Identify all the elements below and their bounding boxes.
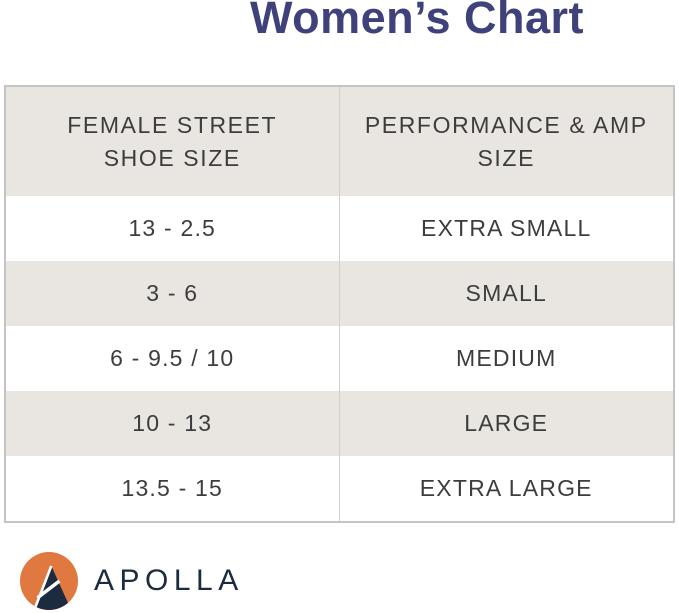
brand-name: APOLLA bbox=[94, 564, 244, 597]
amp-size-cell: SMALL bbox=[465, 280, 547, 306]
column-header-performance-size-label: PERFORMANCE & AMP SIZE bbox=[364, 111, 648, 171]
table-row: 13 - 2.5 EXTRA SMALL bbox=[6, 196, 673, 261]
table-header-row: FEMALE STREET SHOE SIZE PERFORMANCE & AM… bbox=[6, 87, 673, 196]
amp-size-cell: MEDIUM bbox=[456, 345, 557, 371]
table-row: 10 - 13 LARGE bbox=[6, 391, 673, 456]
shoe-size-cell: 10 - 13 bbox=[6, 391, 340, 456]
column-header-shoe-size-label: FEMALE STREET SHOE SIZE bbox=[67, 111, 278, 171]
table-row: 6 - 9.5 / 10 MEDIUM bbox=[6, 326, 673, 391]
amp-size-cell: LARGE bbox=[464, 410, 549, 436]
page-title: Women’s Chart bbox=[250, 0, 585, 43]
shoe-size-cell: 6 - 9.5 / 10 bbox=[6, 326, 340, 391]
shoe-size-cell: 13 - 2.5 bbox=[6, 196, 340, 261]
shoe-size-cell: 3 - 6 bbox=[6, 261, 340, 326]
amp-size-cell: EXTRA SMALL bbox=[421, 215, 592, 241]
amp-size-cell: EXTRA LARGE bbox=[419, 475, 593, 501]
size-table: FEMALE STREET SHOE SIZE PERFORMANCE & AM… bbox=[4, 85, 675, 523]
table-row: 3 - 6 SMALL bbox=[6, 261, 673, 326]
shoe-size-cell: 13.5 - 15 bbox=[6, 456, 340, 521]
table-row: 13.5 - 15 EXTRA LARGE bbox=[6, 456, 673, 521]
brand-footer: APOLLA bbox=[20, 552, 244, 610]
apolla-logo-icon bbox=[20, 552, 78, 610]
column-header-performance-size: PERFORMANCE & AMP SIZE bbox=[340, 87, 674, 196]
column-header-shoe-size: FEMALE STREET SHOE SIZE bbox=[6, 87, 340, 196]
